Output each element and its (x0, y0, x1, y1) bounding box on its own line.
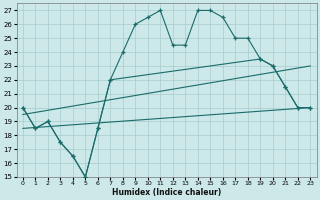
X-axis label: Humidex (Indice chaleur): Humidex (Indice chaleur) (112, 188, 221, 197)
